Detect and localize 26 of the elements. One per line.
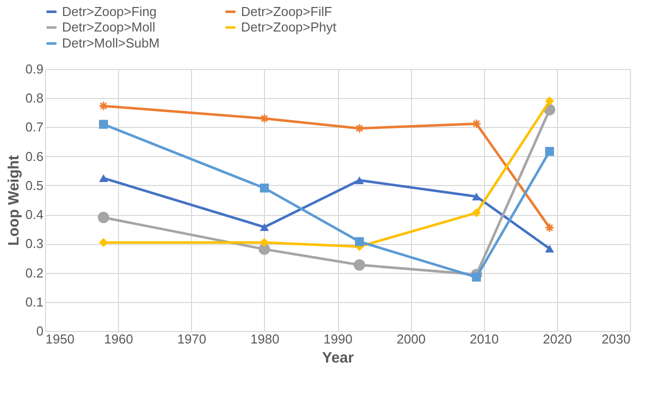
y-tick-label: 0.4 [25,207,44,222]
legend-label: Detr>Zoop>FilF [241,4,332,19]
y-tick-label: 0.8 [25,90,44,106]
x-tick-label: 2010 [470,332,499,346]
legend-label: Detr>Zoop>Moll [62,20,156,34]
x-tick-label: 2000 [396,332,426,346]
x-tick-label: 1990 [324,332,352,346]
legend-label: Detr>Zoop>Fing [62,4,157,19]
x-tick-label: 2030 [602,332,630,346]
y-tick-label: 0.9 [25,62,44,76]
y-tick-label: 0.5 [25,178,44,193]
x-tick-label: 1980 [250,332,280,346]
y-tick-label: 0.2 [25,265,44,280]
y-axis-title: Loop Weight [5,155,22,246]
y-tick-label: 0.6 [25,148,44,164]
y-tick-label: 0 [36,324,44,338]
legend-label: Detr>Zoop>Phyt [241,20,337,34]
x-tick-label: 2020 [542,332,572,346]
x-tick-label: 1960 [104,332,134,346]
y-tick-label: 0.1 [25,294,44,310]
x-tick-label: 1970 [177,332,206,346]
y-tick-label: 0.7 [25,120,44,135]
y-tick-label: 0.3 [25,236,44,252]
x-axis-title: Year [322,350,354,366]
legend-label: Detr>Moll>SubM [62,36,160,50]
x-tick-label: 1950 [46,332,74,346]
